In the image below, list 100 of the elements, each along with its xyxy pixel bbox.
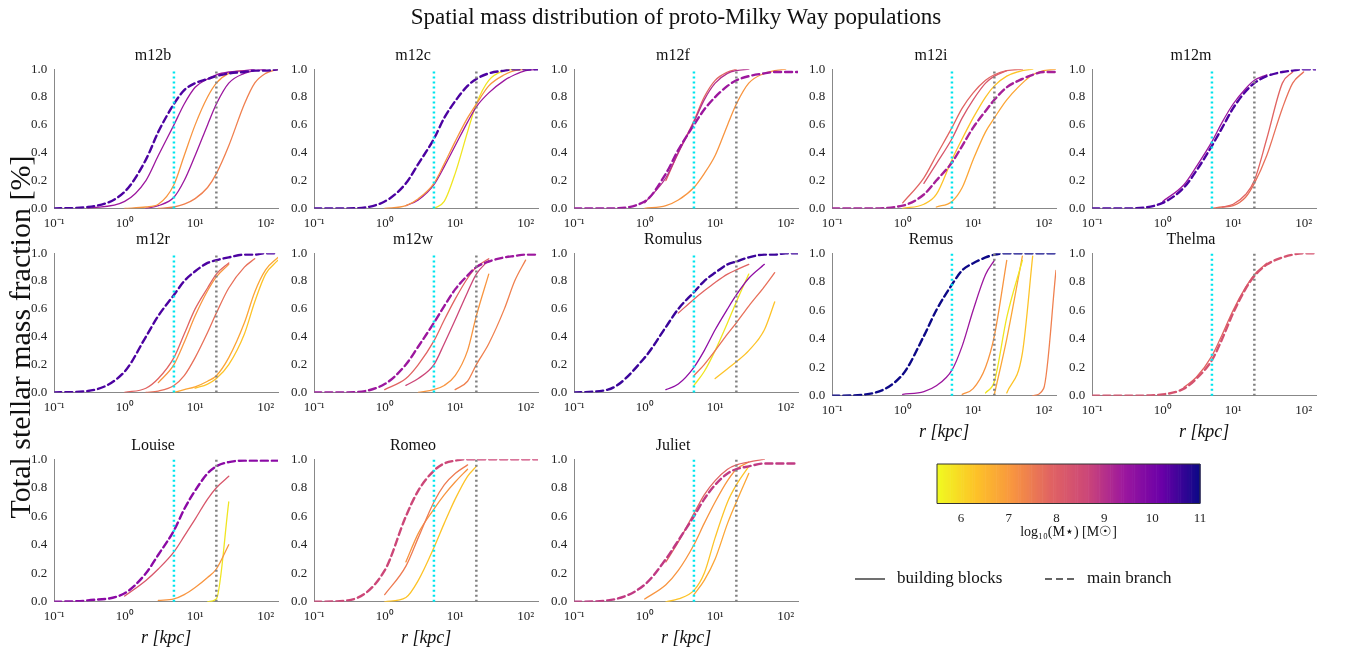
y-tick-label: 1.0 <box>551 60 568 76</box>
y-tick-label: 0.2 <box>809 171 826 187</box>
x-tick-label: 10¹ <box>446 398 464 414</box>
y-tick-label: 1.0 <box>809 244 826 260</box>
x-tick-label: 10² <box>777 398 795 414</box>
x-tick-label: 10⁰ <box>375 398 394 414</box>
chart-title: Romeo <box>389 435 437 453</box>
x-tick-label: 10⁻¹ <box>563 214 585 230</box>
y-tick-label: 0.8 <box>31 88 48 104</box>
x-axis-title: r [kpc] <box>1178 420 1230 441</box>
y-tick-label: 0.2 <box>291 355 308 371</box>
x-tick-label: 10⁻¹ <box>563 398 585 414</box>
legend-label: main branch <box>1087 568 1172 588</box>
x-tick-label: 10⁻¹ <box>43 398 65 414</box>
x-axis-title: r [kpc] <box>400 626 452 647</box>
x-tick-label: 10⁰ <box>635 214 654 230</box>
y-tick-label: 0.6 <box>551 507 568 523</box>
x-axis-title: r [kpc] <box>918 420 970 441</box>
y-tick-label: 0.6 <box>551 116 568 132</box>
y-tick-label: 0.2 <box>551 355 568 371</box>
y-tick-label: 0.4 <box>551 144 568 160</box>
y-tick-label: 0.0 <box>809 387 826 403</box>
y-tick-label: 0.8 <box>291 272 308 288</box>
chart-title: m12c <box>395 45 431 63</box>
x-tick-label: 10² <box>257 608 275 624</box>
y-tick-label: 0.8 <box>809 273 826 289</box>
y-tick-label: 0.6 <box>809 116 826 132</box>
x-tick-label: 10² <box>1295 214 1313 230</box>
y-tick-label: 0.6 <box>1069 301 1086 317</box>
y-tick-label: 1.0 <box>291 60 308 76</box>
y-tick-label: 0.4 <box>809 330 826 346</box>
y-tick-label: 0.4 <box>31 536 48 552</box>
y-tick-label: 0.4 <box>809 144 826 160</box>
y-tick-label: 0.8 <box>551 272 568 288</box>
x-tick-label: 10⁰ <box>893 402 912 418</box>
color-bar-label: 9 <box>1101 509 1108 525</box>
x-tick-label: 10¹ <box>706 608 724 624</box>
y-tick-label: 0.6 <box>291 116 308 132</box>
x-tick-label: 10⁰ <box>375 214 394 230</box>
x-tick-label: 10⁰ <box>375 608 394 624</box>
chart-title: Louise <box>131 435 175 453</box>
y-tick-label: 0.6 <box>291 507 308 523</box>
chart-title: Juliet <box>655 435 691 453</box>
x-tick-label: 10⁻¹ <box>43 214 65 230</box>
chart-title: Thelma <box>1166 229 1216 247</box>
x-tick-label: 10¹ <box>706 214 724 230</box>
y-tick-label: 0.2 <box>1069 358 1086 374</box>
color-bar-label: 6 <box>957 509 965 525</box>
y-tick-label: 1.0 <box>809 60 826 76</box>
y-tick-label: 0.4 <box>551 536 568 552</box>
y-tick-label: 0.6 <box>1069 116 1086 132</box>
text: Spatial mass distribution of proto-Milky Way populations <box>409 4 943 30</box>
x-tick-label: 10⁰ <box>893 214 912 230</box>
y-tick-label: 0.4 <box>291 328 308 344</box>
y-tick-label: 1.0 <box>1069 244 1086 260</box>
y-tick-label: 0.0 <box>291 199 308 215</box>
y-tick-label: 0.6 <box>291 300 308 316</box>
x-tick-label: 10² <box>517 398 535 414</box>
chart-title: m12w <box>393 229 434 247</box>
x-tick-label: 10⁻¹ <box>303 214 325 230</box>
x-tick-label: 10⁻¹ <box>563 608 585 624</box>
x-tick-label: 10² <box>777 608 795 624</box>
x-tick-label: 10² <box>257 214 275 230</box>
y-tick-label: 1.0 <box>551 244 568 260</box>
x-axis-title: r [kpc] <box>660 626 712 647</box>
y-tick-label: 1.0 <box>291 244 308 260</box>
x-tick-label: 10² <box>517 608 535 624</box>
chart-title: m12f <box>656 45 691 63</box>
color-bar-title: log₁₀(M⋆) [M☉] <box>1020 524 1117 541</box>
x-tick-label: 10¹ <box>186 398 204 414</box>
y-tick-label: 1.0 <box>291 450 308 466</box>
x-tick-label: 10⁰ <box>1153 214 1172 230</box>
x-tick-label: 10⁻¹ <box>821 402 843 418</box>
y-tick-label: 0.0 <box>31 593 48 609</box>
y-tick-label: 1.0 <box>1069 60 1086 76</box>
y-tick-label: 0.0 <box>809 199 826 215</box>
y-tick-label: 0.2 <box>809 358 826 374</box>
chart-title: Romulus <box>644 229 702 247</box>
x-tick-label: 10⁰ <box>635 398 654 414</box>
y-tick-label: 1.0 <box>551 450 568 466</box>
chart-title: m12i <box>914 45 948 63</box>
y-tick-label: 1.0 <box>31 60 48 76</box>
x-tick-label: 10⁻¹ <box>303 398 325 414</box>
chart-title: m12r <box>136 229 171 247</box>
x-tick-label: 10⁻¹ <box>1081 214 1103 230</box>
x-tick-label: 10⁰ <box>115 608 134 624</box>
x-tick-label: 10² <box>257 398 275 414</box>
chart-title: m12b <box>134 45 172 63</box>
x-tick-label: 10¹ <box>706 398 724 414</box>
chart-title: m12m <box>1170 45 1212 63</box>
y-tick-label: 0.2 <box>551 171 568 187</box>
x-tick-label: 10⁰ <box>115 214 134 230</box>
chart-title: Remus <box>908 229 954 247</box>
y-tick-label: 0.4 <box>1069 330 1086 346</box>
y-tick-label: 0.0 <box>551 593 568 609</box>
x-tick-label: 10² <box>1295 402 1313 418</box>
x-axis-title: r [kpc] <box>140 626 192 647</box>
color-bar-label: 10 <box>1145 509 1159 525</box>
y-tick-label: 0.6 <box>809 301 826 317</box>
x-tick-label: 10¹ <box>964 402 982 418</box>
